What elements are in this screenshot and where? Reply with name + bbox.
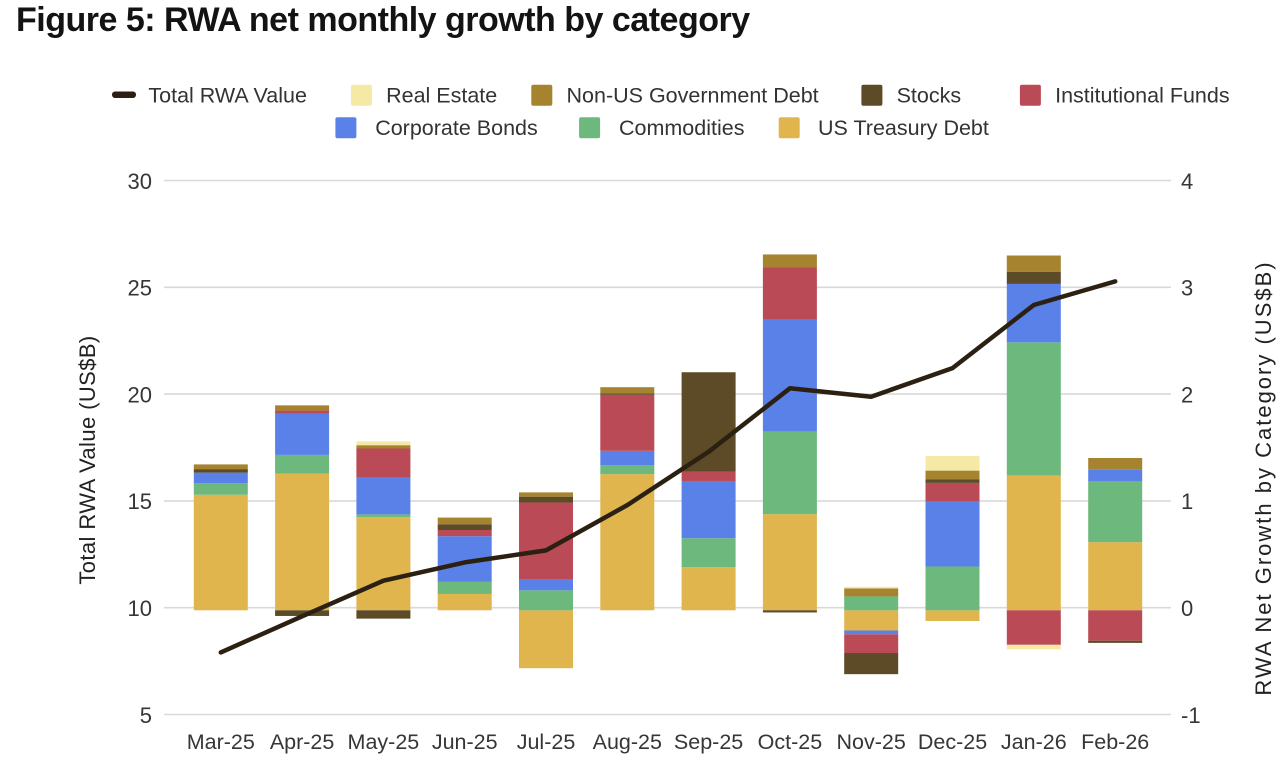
svg-text:4: 4 (1181, 169, 1193, 194)
svg-text:Sep-25: Sep-25 (674, 730, 743, 754)
svg-text:Institutional Funds: Institutional Funds (1055, 84, 1230, 108)
svg-text:Corporate Bonds: Corporate Bonds (375, 116, 538, 140)
svg-text:Real Estate: Real Estate (386, 84, 497, 108)
svg-text:Stocks: Stocks (897, 84, 962, 108)
svg-text:Jun-25: Jun-25 (432, 730, 498, 754)
svg-text:15: 15 (128, 489, 152, 514)
svg-text:5: 5 (140, 703, 152, 728)
svg-text:Aug-25: Aug-25 (593, 730, 662, 754)
svg-text:2: 2 (1181, 382, 1193, 407)
svg-text:30: 30 (128, 169, 152, 194)
svg-text:US Treasury Debt: US Treasury Debt (818, 116, 989, 140)
svg-text:Oct-25: Oct-25 (758, 730, 823, 754)
svg-text:Dec-25: Dec-25 (918, 730, 987, 754)
svg-text:Non-US Government Debt: Non-US Government Debt (567, 84, 819, 108)
svg-text:RWA Net Growth by Category (US: RWA Net Growth by Category (US$B) (1251, 260, 1276, 695)
svg-text:Total RWA Value (US$B): Total RWA Value (US$B) (75, 335, 100, 584)
svg-text:Total RWA Value: Total RWA Value (148, 84, 307, 108)
svg-text:25: 25 (128, 276, 152, 301)
svg-text:Apr-25: Apr-25 (270, 730, 335, 754)
svg-text:Feb-26: Feb-26 (1081, 730, 1149, 754)
svg-text:Mar-25: Mar-25 (187, 730, 255, 754)
svg-text:Commodities: Commodities (619, 116, 744, 140)
svg-text:10: 10 (128, 596, 152, 621)
svg-text:0: 0 (1181, 596, 1193, 621)
svg-text:20: 20 (128, 382, 152, 407)
svg-text:-1: -1 (1181, 703, 1201, 728)
svg-text:Jul-25: Jul-25 (517, 730, 576, 754)
svg-text:1: 1 (1181, 489, 1193, 514)
svg-text:Nov-25: Nov-25 (837, 730, 906, 754)
svg-text:3: 3 (1181, 276, 1193, 301)
svg-text:May-25: May-25 (348, 730, 420, 754)
svg-text:Jan-26: Jan-26 (1001, 730, 1067, 754)
